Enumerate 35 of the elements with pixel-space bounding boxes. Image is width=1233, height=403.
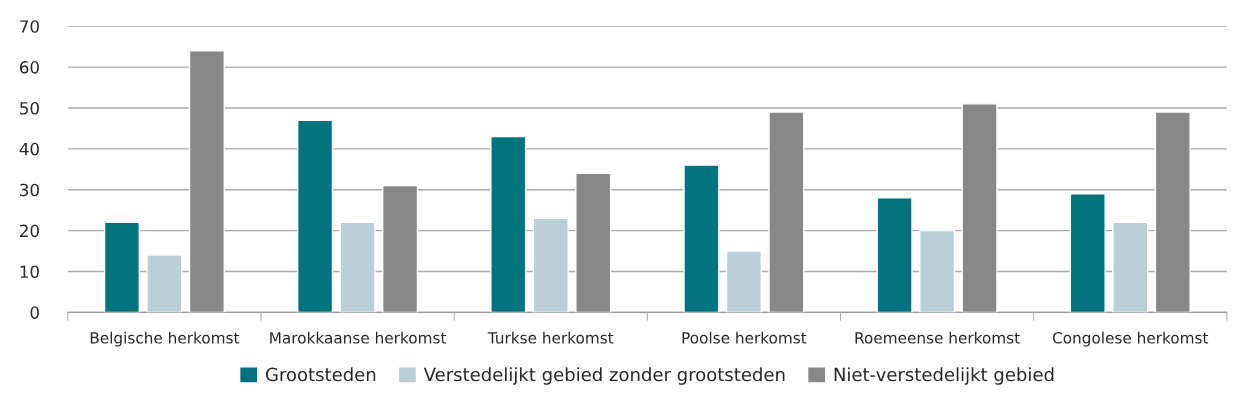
bar: [1112, 221, 1149, 313]
bar: [918, 229, 956, 313]
legend-label: Niet-verstedelijkt gebied: [834, 367, 1054, 385]
x-tick-label: Congolese herkomst: [1052, 331, 1209, 347]
x-tick-label: Belgische herkomst: [90, 331, 240, 347]
bar: [188, 50, 225, 313]
bar: [768, 111, 805, 313]
x-tick-label: Marokkaanse herkomst: [270, 331, 447, 344]
x-tick-label: Roemeense herkomst: [855, 331, 1020, 344]
y-tick-label: 70: [20, 20, 39, 33]
y-tick-label: 0: [30, 306, 39, 319]
legend-label: Verstedelijkt gebied zonder grootsteden: [423, 367, 785, 385]
bar: [490, 135, 527, 313]
bar: [146, 254, 183, 313]
bar: [683, 164, 720, 313]
legend-label: Grootsteden: [265, 367, 376, 382]
x-tick-label: Turkse herkomst: [487, 331, 614, 344]
y-tick-label: 30: [20, 183, 39, 197]
y-tick-label: 40: [19, 142, 39, 156]
bar: [725, 250, 762, 313]
bar: [532, 217, 569, 313]
bar: [961, 103, 998, 313]
bar: [876, 197, 913, 313]
bar: [381, 184, 419, 313]
bar: [296, 119, 334, 313]
bar: [339, 221, 376, 313]
bar: [103, 221, 140, 313]
y-tick-label: 50: [20, 101, 39, 115]
y-tick-label: 60: [19, 61, 39, 74]
bar: [1069, 193, 1106, 313]
bar: [575, 172, 612, 313]
y-tick-label: 10: [20, 265, 39, 279]
x-tick-label: Poolse herkomst: [682, 331, 807, 344]
y-tick-label: 20: [20, 224, 39, 238]
bar: [1154, 111, 1191, 313]
